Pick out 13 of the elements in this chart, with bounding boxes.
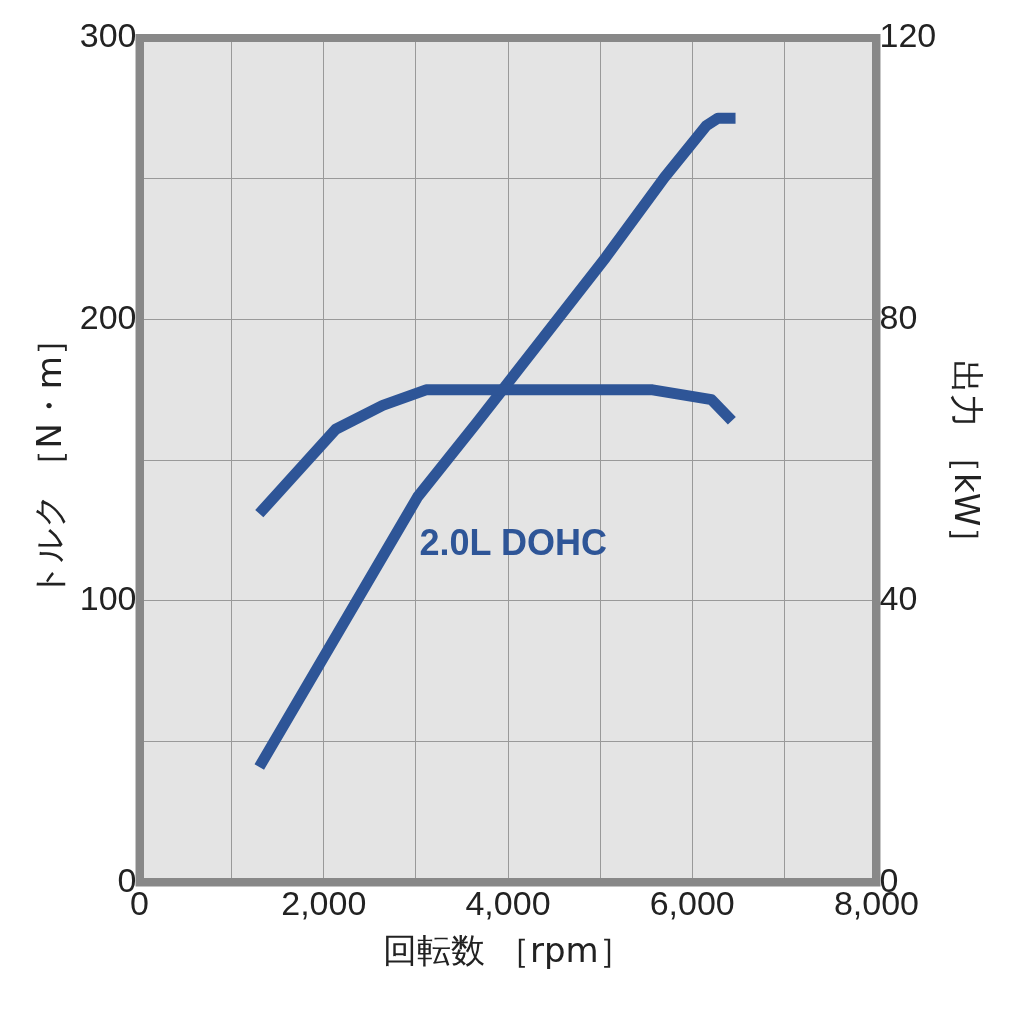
x-tick-label: 2,000 xyxy=(281,884,367,923)
y2-axis-title: 出力 ［kW］ xyxy=(946,360,987,561)
x-axis-title: 回転数 ［rpm］ xyxy=(383,930,633,971)
y2-tick-label: 120 xyxy=(879,16,937,55)
x-tick-label: 4,000 xyxy=(465,884,551,923)
y-tick-label: 100 xyxy=(79,579,137,618)
annotation: 2.0L DOHC xyxy=(419,521,607,563)
y2-tick-label: 80 xyxy=(879,297,918,336)
y-tick-label: 300 xyxy=(79,16,137,55)
x-tick-label: 6,000 xyxy=(649,884,735,923)
y2-tick-label: 40 xyxy=(879,579,918,618)
y-tick-label: 200 xyxy=(79,297,137,336)
y-axis-title: トルク ［N・m］ xyxy=(29,322,70,599)
